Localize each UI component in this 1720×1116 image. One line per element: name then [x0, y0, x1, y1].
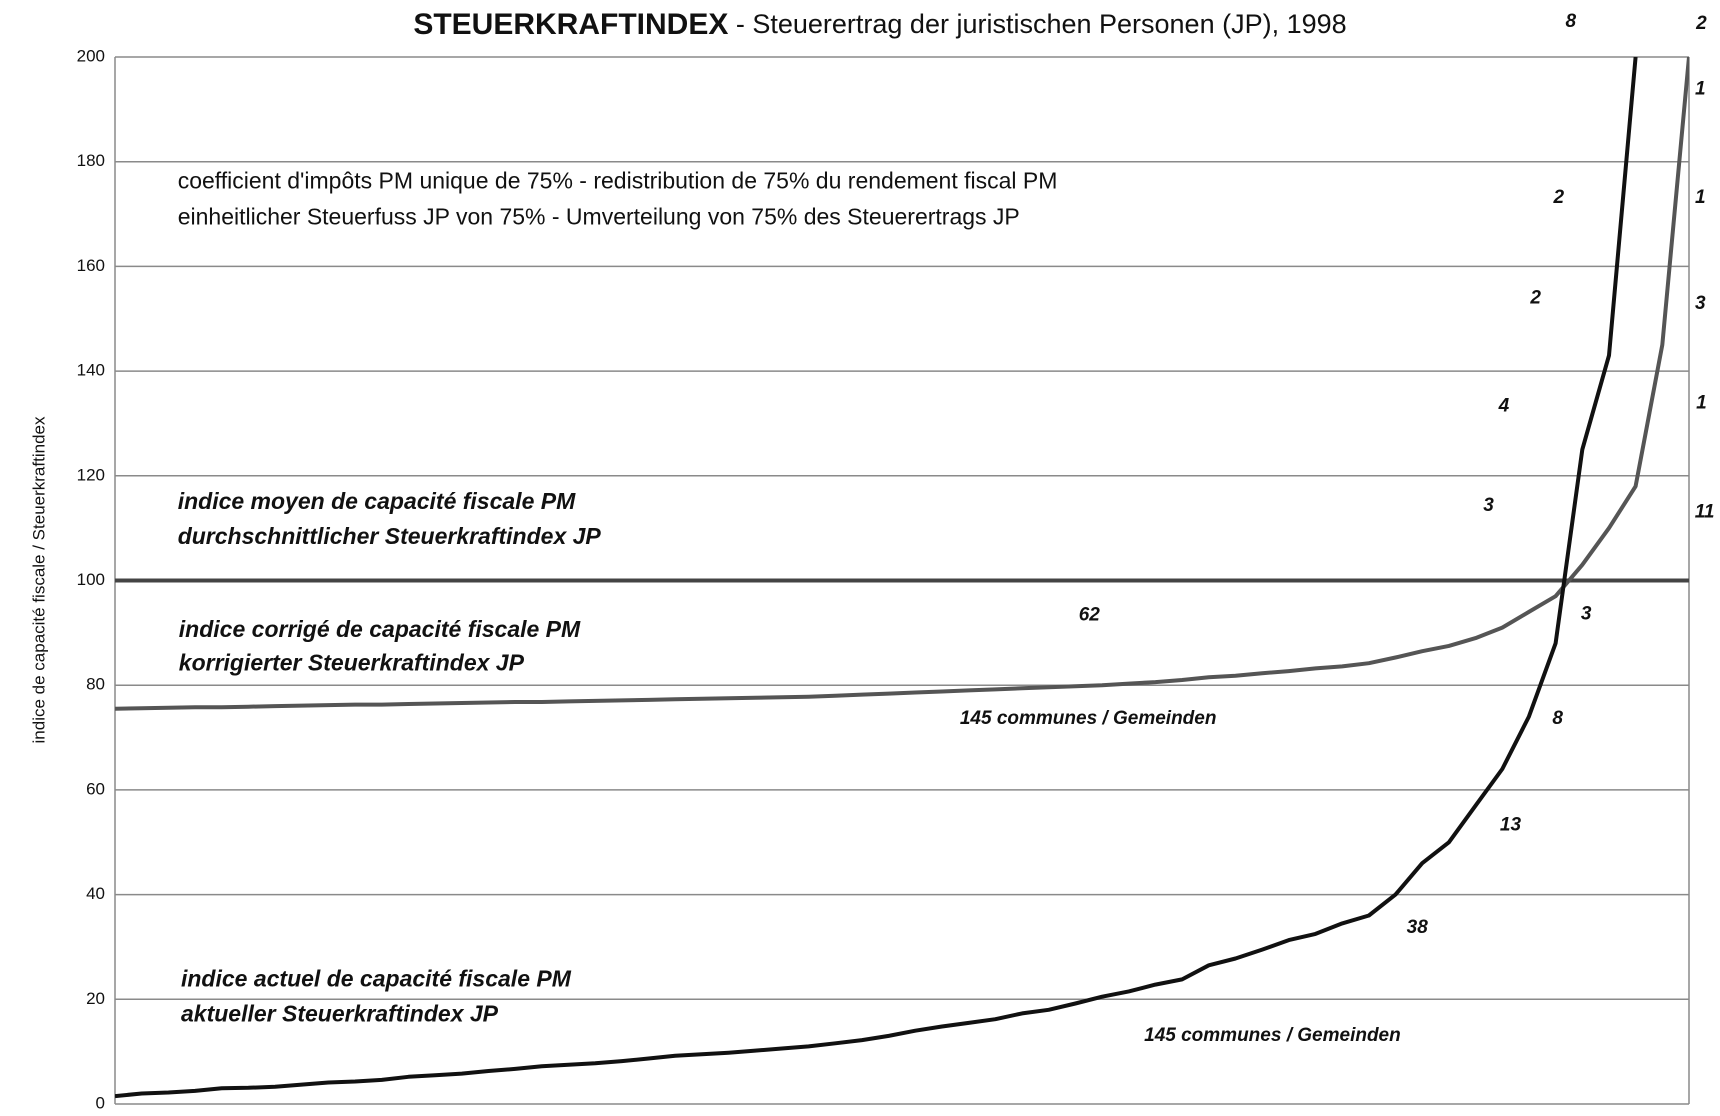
annotation: einheitlicher Steuerfuss JP von 75% - Um…: [178, 204, 1020, 230]
annotation: 2: [1695, 13, 1707, 34]
annotation: 8: [1566, 11, 1577, 32]
annotation: 11: [1695, 502, 1715, 523]
annotation: 145 communes / Gemeinden: [1144, 1025, 1401, 1046]
series-line: [115, 57, 1638, 1099]
annotation: 2: [1529, 287, 1541, 308]
y-tick-label: 120: [77, 465, 105, 484]
annotation: 3: [1581, 603, 1592, 624]
title-bold: STEUERKRAFTINDEX: [413, 8, 728, 41]
annotation: korrigierter Steuerkraftindex JP: [179, 650, 525, 676]
annotation: 13: [1500, 814, 1522, 835]
annotation: 2: [1552, 187, 1564, 208]
y-tick-label: 180: [77, 151, 105, 170]
annotation: 3: [1483, 495, 1494, 516]
annotation: indice moyen de capacité fiscale PM: [178, 488, 576, 514]
annotation: aktueller Steuerkraftindex JP: [181, 1001, 499, 1027]
y-tick-label: 100: [77, 570, 105, 589]
annotation: indice actuel de capacité fiscale PM: [181, 966, 572, 992]
y-tick-label: 60: [86, 779, 105, 798]
annotation: 1: [1695, 187, 1706, 208]
annotation: 1: [1696, 392, 1707, 413]
annotation: 145 communes / Gemeinden: [960, 708, 1217, 729]
y-tick-label: 80: [86, 675, 105, 694]
annotation: coefficient d'impôts PM unique de 75% - …: [178, 168, 1058, 194]
y-tick-label: 140: [77, 361, 105, 380]
annotation: indice corrigé de capacité fiscale PM: [179, 616, 581, 642]
y-tick-label: 20: [86, 989, 105, 1008]
title-rest: - Steuerertrag der juristischen Personen…: [728, 9, 1346, 39]
y-tick-label: 40: [86, 884, 105, 903]
annotation: 8: [1552, 708, 1563, 729]
annotation: 62: [1079, 604, 1101, 625]
y-tick-label: 200: [77, 46, 105, 65]
annotation: 3: [1695, 293, 1706, 314]
y-tick-label: 160: [77, 256, 105, 275]
series-line: [115, 57, 1689, 711]
annotation: durchschnittlicher Steuerkraftindex JP: [178, 523, 602, 549]
plot-area: [115, 57, 1689, 1099]
y-tick-label: 0: [96, 1093, 105, 1112]
annotation: 4: [1498, 396, 1510, 417]
annotation: 38: [1407, 917, 1429, 938]
y-axis-label: indice de capacité fiscale / Steuerkraft…: [29, 416, 48, 743]
annotation: 1: [1695, 79, 1706, 100]
chart-title: STEUERKRAFTINDEX - Steuerertrag der juri…: [413, 8, 1346, 41]
